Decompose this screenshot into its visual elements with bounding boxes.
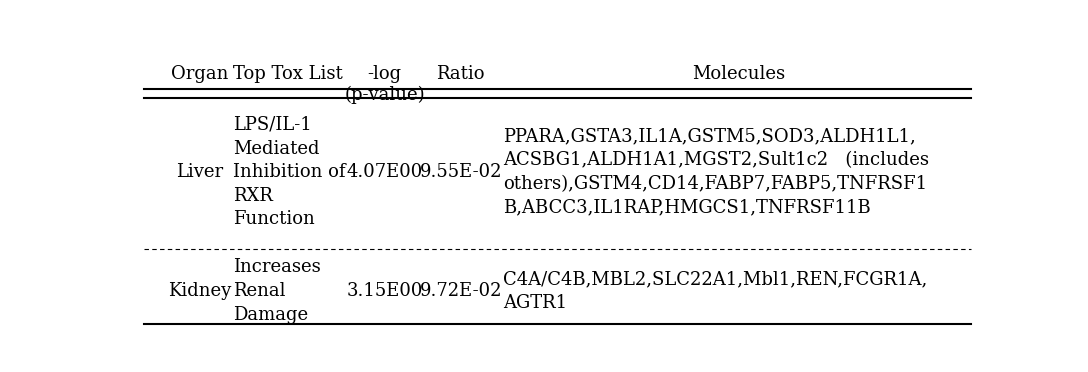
Text: Top Tox List: Top Tox List (233, 65, 343, 83)
Text: 9.72E-02: 9.72E-02 (419, 282, 502, 300)
Text: LPS/IL-1
Mediated
Inhibition of
RXR
Function: LPS/IL-1 Mediated Inhibition of RXR Func… (233, 116, 346, 228)
Text: 3.15E00: 3.15E00 (347, 282, 423, 300)
Text: 4.07E00: 4.07E00 (347, 163, 423, 181)
Text: Ratio: Ratio (436, 65, 485, 83)
Text: 9.55E-02: 9.55E-02 (419, 163, 502, 181)
Text: C4A/C4B,MBL2,SLC22A1,Mbl1,REN,FCGR1A,
AGTR1: C4A/C4B,MBL2,SLC22A1,Mbl1,REN,FCGR1A, AG… (503, 270, 927, 312)
Text: Organ: Organ (172, 65, 228, 83)
Text: PPARA,GSTA3,IL1A,GSTM5,SOD3,ALDH1L1,
ACSBG1,ALDH1A1,MGST2,Sult1c2   (includes
ot: PPARA,GSTA3,IL1A,GSTM5,SOD3,ALDH1L1, ACS… (503, 128, 929, 217)
Text: Kidney: Kidney (169, 282, 232, 300)
Text: Liver: Liver (176, 163, 224, 181)
Text: Molecules: Molecules (692, 65, 786, 83)
Text: -log
(p-value): -log (p-value) (345, 65, 425, 104)
Text: Increases
Renal
Damage: Increases Renal Damage (233, 259, 321, 324)
